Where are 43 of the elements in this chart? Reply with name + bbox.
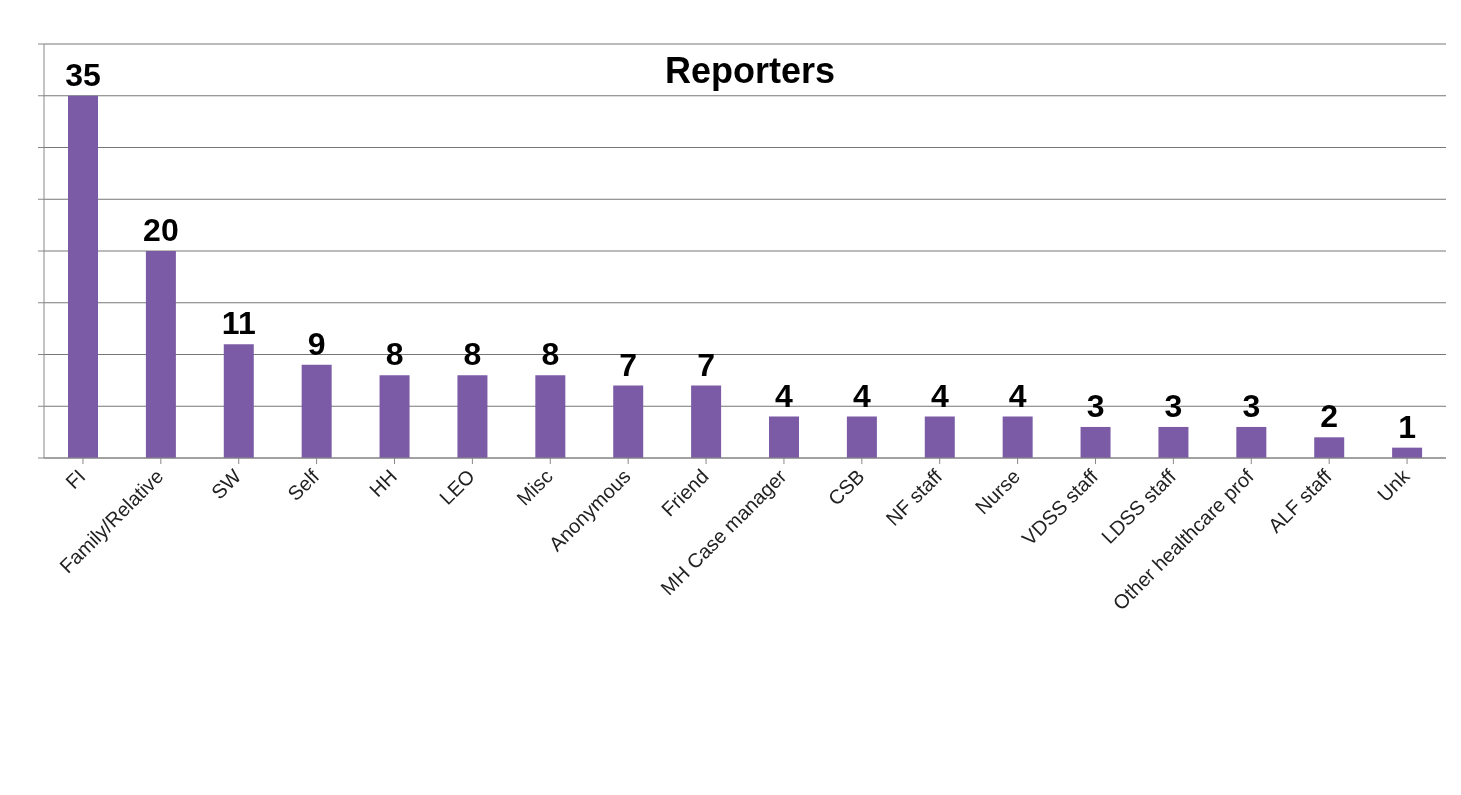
bar	[145, 251, 176, 458]
data-label: 4	[852, 377, 871, 414]
x-tick-label: SW	[206, 464, 246, 504]
data-label: 8	[541, 336, 560, 373]
bar	[301, 364, 332, 458]
bar	[379, 375, 410, 458]
data-label: 2	[1320, 398, 1339, 435]
bar	[1002, 416, 1033, 458]
bar	[68, 95, 98, 458]
data-label: 20	[143, 212, 179, 248]
data-label: 4	[775, 377, 794, 414]
bar	[691, 385, 722, 458]
bar	[1158, 426, 1189, 458]
bar	[846, 416, 877, 458]
data-label: 8	[463, 336, 482, 373]
chart-title: Reporters	[664, 50, 836, 91]
bar	[535, 375, 566, 458]
data-label: 8	[385, 336, 404, 373]
bar	[1314, 437, 1345, 458]
bar	[223, 344, 254, 458]
data-label: 9	[307, 325, 326, 362]
data-label: 7	[697, 346, 716, 383]
x-tick-label: CSB	[823, 465, 869, 510]
x-tick-label: Self	[283, 464, 324, 505]
data-label: 11	[221, 305, 256, 342]
x-tick-label: Misc	[512, 465, 557, 510]
bar	[924, 416, 955, 458]
bar	[457, 375, 488, 458]
bar	[769, 416, 799, 458]
data-label: 3	[1242, 387, 1261, 424]
data-label: 35	[65, 56, 101, 93]
data-label: 7	[619, 346, 638, 383]
bar	[1236, 426, 1267, 458]
data-label: 1	[1398, 408, 1417, 445]
data-label: 3	[1086, 387, 1105, 424]
x-tick-label: HH	[365, 465, 402, 501]
x-tick-label: Unk	[1372, 464, 1415, 506]
data-label: 4	[930, 377, 949, 414]
bar	[1080, 426, 1111, 458]
bar	[613, 385, 644, 458]
data-label: 4	[1008, 377, 1027, 414]
data-label: 3	[1164, 387, 1183, 424]
x-tick-label: LEO	[435, 465, 479, 509]
